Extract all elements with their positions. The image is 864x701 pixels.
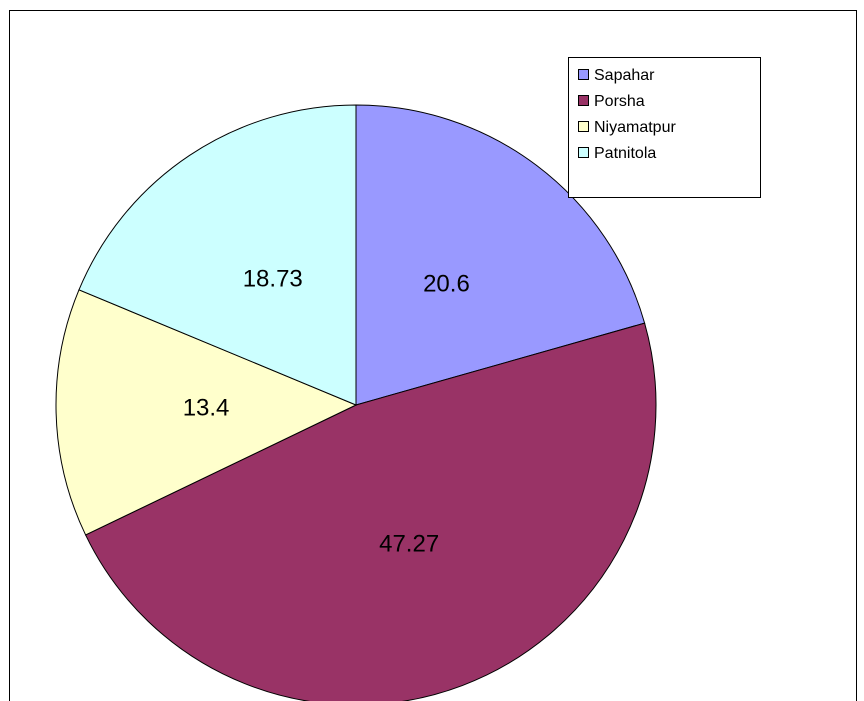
- legend-label: Sapahar: [594, 67, 655, 84]
- legend-swatch: [578, 121, 589, 132]
- legend-swatch: [578, 147, 589, 158]
- pie-slice: [78, 104, 357, 406]
- pie-slice: [55, 289, 358, 536]
- legend-swatch: [578, 95, 589, 106]
- legend-label: Patnitola: [594, 145, 656, 162]
- pie-slice: [84, 322, 657, 701]
- legend-box: [568, 57, 761, 198]
- legend-swatch: [578, 69, 589, 80]
- legend-label: Niyamatpur: [594, 119, 676, 136]
- pie-slice: [355, 104, 646, 406]
- data-label: 20.6: [423, 271, 470, 298]
- data-label: 18.73: [243, 266, 303, 293]
- legend-label: Porsha: [594, 93, 645, 110]
- data-label: 13.4: [183, 394, 230, 421]
- data-label: 47.27: [379, 531, 439, 558]
